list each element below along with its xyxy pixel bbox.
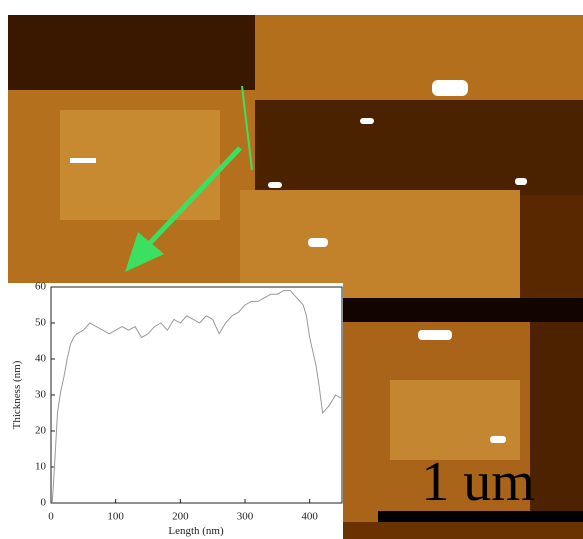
- x-tick-label: 0: [48, 511, 54, 523]
- y-tick-label: 40: [35, 353, 47, 365]
- x-tick-label: 300: [237, 511, 254, 523]
- y-tick-label: 20: [35, 425, 47, 437]
- y-tick-label: 50: [35, 317, 47, 329]
- x-axis-label: Length (nm): [168, 525, 224, 537]
- y-tick-label: 10: [35, 461, 47, 473]
- x-tick-label: 100: [107, 511, 124, 523]
- scale-bar-label: 1 um: [421, 451, 535, 513]
- x-tick-label: 200: [172, 511, 189, 523]
- y-axis-label: Thickness (nm): [11, 360, 23, 429]
- x-tick-label: 400: [301, 511, 318, 523]
- y-tick-label: 60: [35, 281, 47, 293]
- y-tick-label: 0: [41, 497, 47, 509]
- afm-figure: 1 um Length (nm) Thickness (nm) 0 10 20 30 4…: [0, 0, 583, 539]
- y-tick-label: 30: [35, 389, 47, 401]
